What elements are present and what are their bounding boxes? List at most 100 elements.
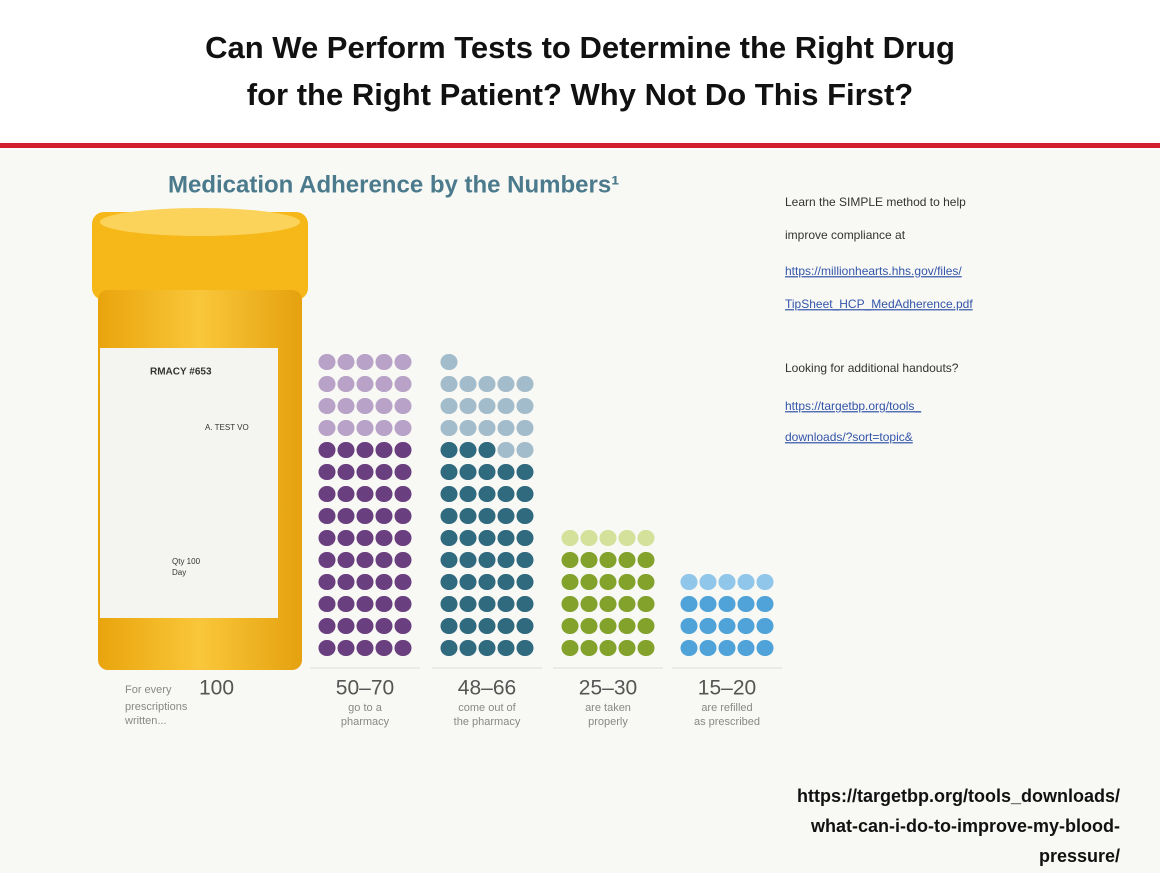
- pill-stack: [561, 530, 655, 656]
- pill: [337, 442, 355, 458]
- pill: [356, 398, 374, 414]
- pill: [440, 618, 458, 634]
- pill: [497, 398, 515, 414]
- pill: [599, 640, 617, 656]
- pill: [375, 354, 393, 370]
- column-caption: are refilled: [701, 702, 752, 714]
- pill: [337, 354, 355, 370]
- pill: [580, 640, 598, 656]
- pill: [516, 464, 534, 480]
- title: for the Right Patient? Why Not Do This F…: [247, 77, 913, 112]
- pill: [394, 354, 412, 370]
- pill-stack: [680, 574, 774, 656]
- footer-url: what-can-i-do-to-improve-my-blood-: [810, 816, 1120, 836]
- pill: [318, 530, 336, 546]
- bottle-cap: [92, 212, 308, 300]
- pill: [337, 376, 355, 392]
- pill: [497, 618, 515, 634]
- bottle-label: [100, 348, 278, 618]
- side-text: Learn the SIMPLE method to help: [785, 195, 966, 209]
- pill: [737, 596, 755, 612]
- pill: [318, 398, 336, 414]
- pill: [318, 354, 336, 370]
- pill: [478, 552, 496, 568]
- pill: [459, 530, 477, 546]
- bottle-text: RMACY #653: [150, 367, 212, 378]
- pill: [516, 574, 534, 590]
- pill: [459, 464, 477, 480]
- column-value: 25–30: [579, 677, 637, 700]
- pill: [318, 552, 336, 568]
- pill: [497, 552, 515, 568]
- pill: [516, 596, 534, 612]
- intro-text: prescriptions: [125, 701, 188, 713]
- pill: [459, 574, 477, 590]
- pill-stack: [440, 354, 534, 656]
- pill: [516, 552, 534, 568]
- column-caption: go to a: [348, 702, 383, 714]
- pill: [356, 464, 374, 480]
- pill: [637, 640, 655, 656]
- pill: [561, 640, 579, 656]
- pill: [318, 618, 336, 634]
- pill: [394, 552, 412, 568]
- pill: [318, 508, 336, 524]
- pill: [618, 618, 636, 634]
- pill: [356, 420, 374, 436]
- pill: [318, 420, 336, 436]
- pill: [394, 508, 412, 524]
- pill: [737, 574, 755, 590]
- pill: [394, 376, 412, 392]
- pill: [459, 376, 477, 392]
- pill: [356, 596, 374, 612]
- pill: [580, 618, 598, 634]
- side-text: Looking for additional handouts?: [785, 361, 959, 375]
- pill: [516, 420, 534, 436]
- pill: [356, 486, 374, 502]
- link[interactable]: https://targetbp.org/tools_: [785, 399, 921, 413]
- pill: [394, 442, 412, 458]
- pill: [318, 486, 336, 502]
- pill: [756, 574, 774, 590]
- column-caption: properly: [588, 716, 628, 728]
- pill: [337, 508, 355, 524]
- side-text: improve compliance at: [785, 228, 906, 242]
- column-caption: are taken: [585, 702, 631, 714]
- link[interactable]: https://millionhearts.hhs.gov/files/: [785, 264, 962, 278]
- pill: [516, 442, 534, 458]
- pill: [440, 464, 458, 480]
- pill: [394, 640, 412, 656]
- pill: [497, 530, 515, 546]
- intro-number: 100: [199, 677, 234, 700]
- pill: [375, 508, 393, 524]
- pill: [680, 640, 698, 656]
- pill: [637, 596, 655, 612]
- pill: [478, 530, 496, 546]
- pill: [356, 376, 374, 392]
- pill: [478, 618, 496, 634]
- pill: [497, 420, 515, 436]
- pill: [394, 464, 412, 480]
- pill: [440, 640, 458, 656]
- pill: [440, 442, 458, 458]
- pill: [394, 618, 412, 634]
- pill: [337, 574, 355, 590]
- pill: [699, 640, 717, 656]
- pill: [375, 486, 393, 502]
- pill: [756, 640, 774, 656]
- pill: [440, 486, 458, 502]
- pill: [375, 574, 393, 590]
- pill: [440, 508, 458, 524]
- link[interactable]: TipSheet_HCP_MedAdherence.pdf: [785, 297, 973, 311]
- pill: [699, 596, 717, 612]
- pill: [337, 398, 355, 414]
- pill: [478, 398, 496, 414]
- column-value: 48–66: [458, 677, 516, 700]
- pill: [756, 596, 774, 612]
- pill: [337, 486, 355, 502]
- pill: [356, 552, 374, 568]
- pill: [699, 618, 717, 634]
- link[interactable]: downloads/?sort=topic&: [785, 430, 913, 444]
- pill: [375, 530, 393, 546]
- pill: [516, 398, 534, 414]
